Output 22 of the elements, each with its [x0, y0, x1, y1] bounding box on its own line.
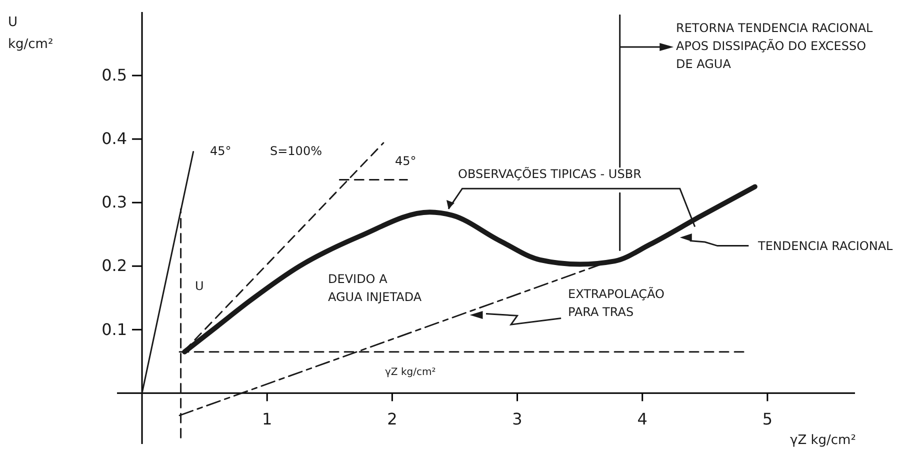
- x-tick-label: 3: [512, 410, 522, 429]
- y-tick-label: 0.5: [102, 66, 128, 85]
- annotation: DEVIDO A AGUA INJETADA: [328, 272, 422, 304]
- x-tick-label: 1: [262, 410, 272, 429]
- y-tick-label: 0.3: [102, 192, 128, 212]
- x-tick-label: 2: [387, 410, 398, 429]
- annotation: 45°: [395, 154, 416, 168]
- x-tick-label: 5: [762, 410, 773, 429]
- annotation: RETORNA TENDENCIA RACIONAL APOS DISSIPAÇÃO DO EXCESSO DE AGUA: [676, 21, 874, 71]
- annotation: U: [195, 279, 204, 293]
- annotation: S=100%: [270, 144, 322, 158]
- x-axis-title: γZ kg/cm²: [790, 433, 856, 448]
- annotation: TENDENCIA RACIONAL: [757, 239, 894, 253]
- annotation: EXTRAPOLAÇÃO PARA TRAS: [568, 286, 664, 319]
- y-tick-label: 0.1: [102, 320, 128, 339]
- x-tick-label: 4: [637, 410, 648, 429]
- annotation: OBSERVAÇÕES TIPICAS - USBR: [458, 166, 642, 181]
- annotation: γZ kg/cm²: [385, 367, 436, 378]
- annotation: 45°: [210, 144, 232, 158]
- y-tick-label: 0.4: [102, 129, 128, 148]
- y-axis-title: U kg/cm²: [8, 15, 54, 52]
- y-tick-label: 0.2: [102, 256, 128, 276]
